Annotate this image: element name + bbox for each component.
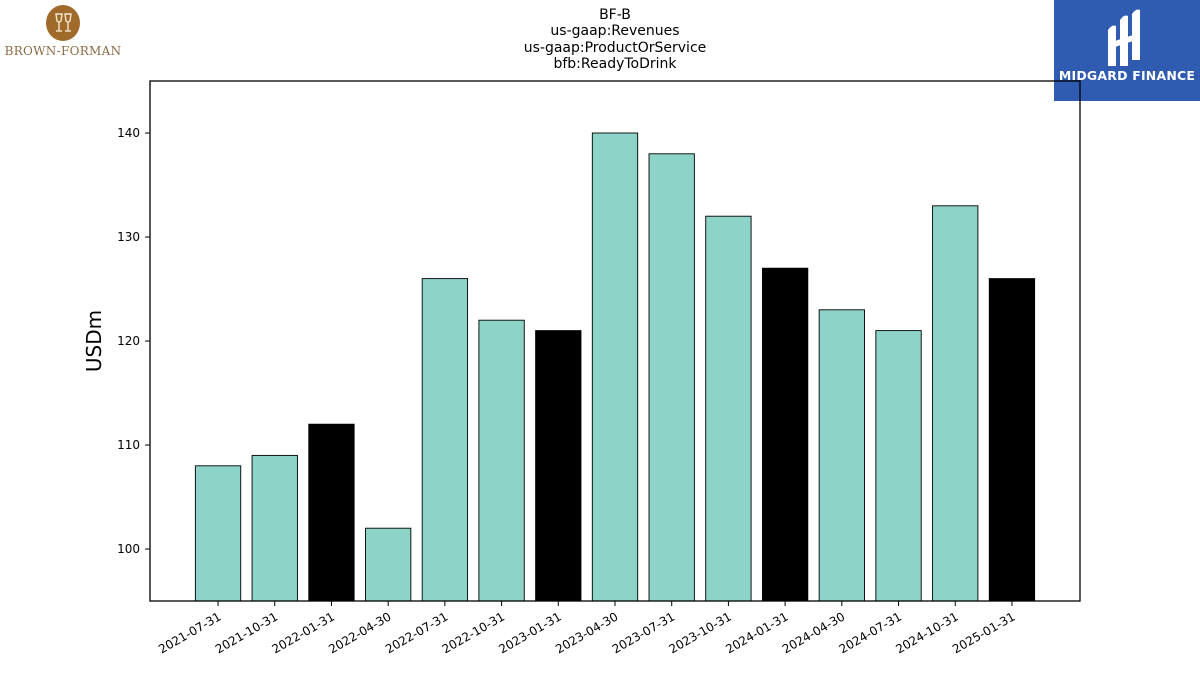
bar-2022-10-31 bbox=[478, 319, 525, 602]
x-tick-label: 2021-07-31 bbox=[156, 609, 223, 656]
plot-frame bbox=[149, 80, 1081, 602]
y-tick-label: 130 bbox=[117, 230, 140, 244]
bar-2023-01-31 bbox=[535, 330, 582, 602]
bar-2024-04-30 bbox=[818, 309, 865, 602]
brown-forman-seal-icon bbox=[46, 5, 80, 41]
x-tick-label: 2021-10-31 bbox=[213, 609, 280, 656]
x-tick-label: 2023-07-31 bbox=[610, 609, 677, 656]
midgard-finance-mark-icon bbox=[1108, 9, 1140, 66]
x-tick-label: 2024-01-31 bbox=[723, 609, 790, 656]
bar-2025-01-31 bbox=[988, 278, 1036, 602]
bar-2021-07-31 bbox=[194, 465, 242, 602]
x-tick-label: 2024-04-30 bbox=[780, 609, 847, 656]
bar-2022-01-31 bbox=[308, 423, 355, 602]
y-tick-label: 120 bbox=[117, 334, 140, 348]
title-line: us-gaap:Revenues bbox=[550, 23, 680, 40]
bar-2023-04-30 bbox=[591, 132, 639, 602]
x-tick-label: 2022-10-31 bbox=[440, 609, 507, 656]
x-tick-label: 2024-07-31 bbox=[837, 609, 904, 656]
midgard-finance-logo: MIDGARD FINANCE bbox=[1054, 0, 1200, 101]
x-tick-label: 2022-01-31 bbox=[270, 609, 337, 656]
brown-forman-wordmark: BROWN-FORMAN bbox=[4, 44, 122, 58]
bar-2021-10-31 bbox=[251, 454, 298, 602]
x-tick-label: 2024-10-31 bbox=[893, 609, 960, 656]
x-tick-label: 2025-01-31 bbox=[950, 609, 1017, 656]
midgard-finance-wordmark: MIDGARD FINANCE bbox=[1058, 68, 1196, 83]
brown-forman-logo: BROWN-FORMAN bbox=[0, 0, 126, 64]
bar-2024-07-31 bbox=[875, 330, 922, 602]
bar-2023-10-31 bbox=[705, 215, 752, 602]
y-axis: 100 110 120 130 140 bbox=[117, 126, 150, 556]
title-line: bfb:ReadyToDrink bbox=[553, 55, 677, 72]
bar-2022-07-31 bbox=[421, 278, 469, 602]
chart-title: BF-B us-gaap:Revenues us-gaap:ProductOrS… bbox=[415, 7, 815, 72]
bar-2024-10-31 bbox=[932, 205, 979, 602]
x-tick-label: 2023-04-30 bbox=[553, 609, 620, 656]
x-tick-label: 2022-07-31 bbox=[383, 609, 450, 656]
bars-group bbox=[194, 132, 1036, 602]
x-axis: 2021-07-312021-10-312022-01-312022-04-30… bbox=[156, 601, 1017, 656]
x-tick-label: 2022-04-30 bbox=[326, 609, 393, 656]
x-tick-label: 2023-10-31 bbox=[667, 609, 734, 656]
y-tick-label: 110 bbox=[117, 438, 140, 452]
bar-2022-04-30 bbox=[365, 527, 412, 602]
bar-2023-07-31 bbox=[648, 153, 695, 602]
title-line: us-gaap:ProductOrService bbox=[523, 39, 707, 56]
x-tick-label: 2023-01-31 bbox=[496, 609, 563, 656]
bar-2024-01-31 bbox=[761, 267, 809, 602]
y-axis-label: USDm bbox=[82, 310, 106, 372]
y-tick-label: 100 bbox=[117, 542, 140, 556]
y-tick-label: 140 bbox=[117, 126, 140, 140]
title-line: BF-B bbox=[599, 7, 631, 23]
